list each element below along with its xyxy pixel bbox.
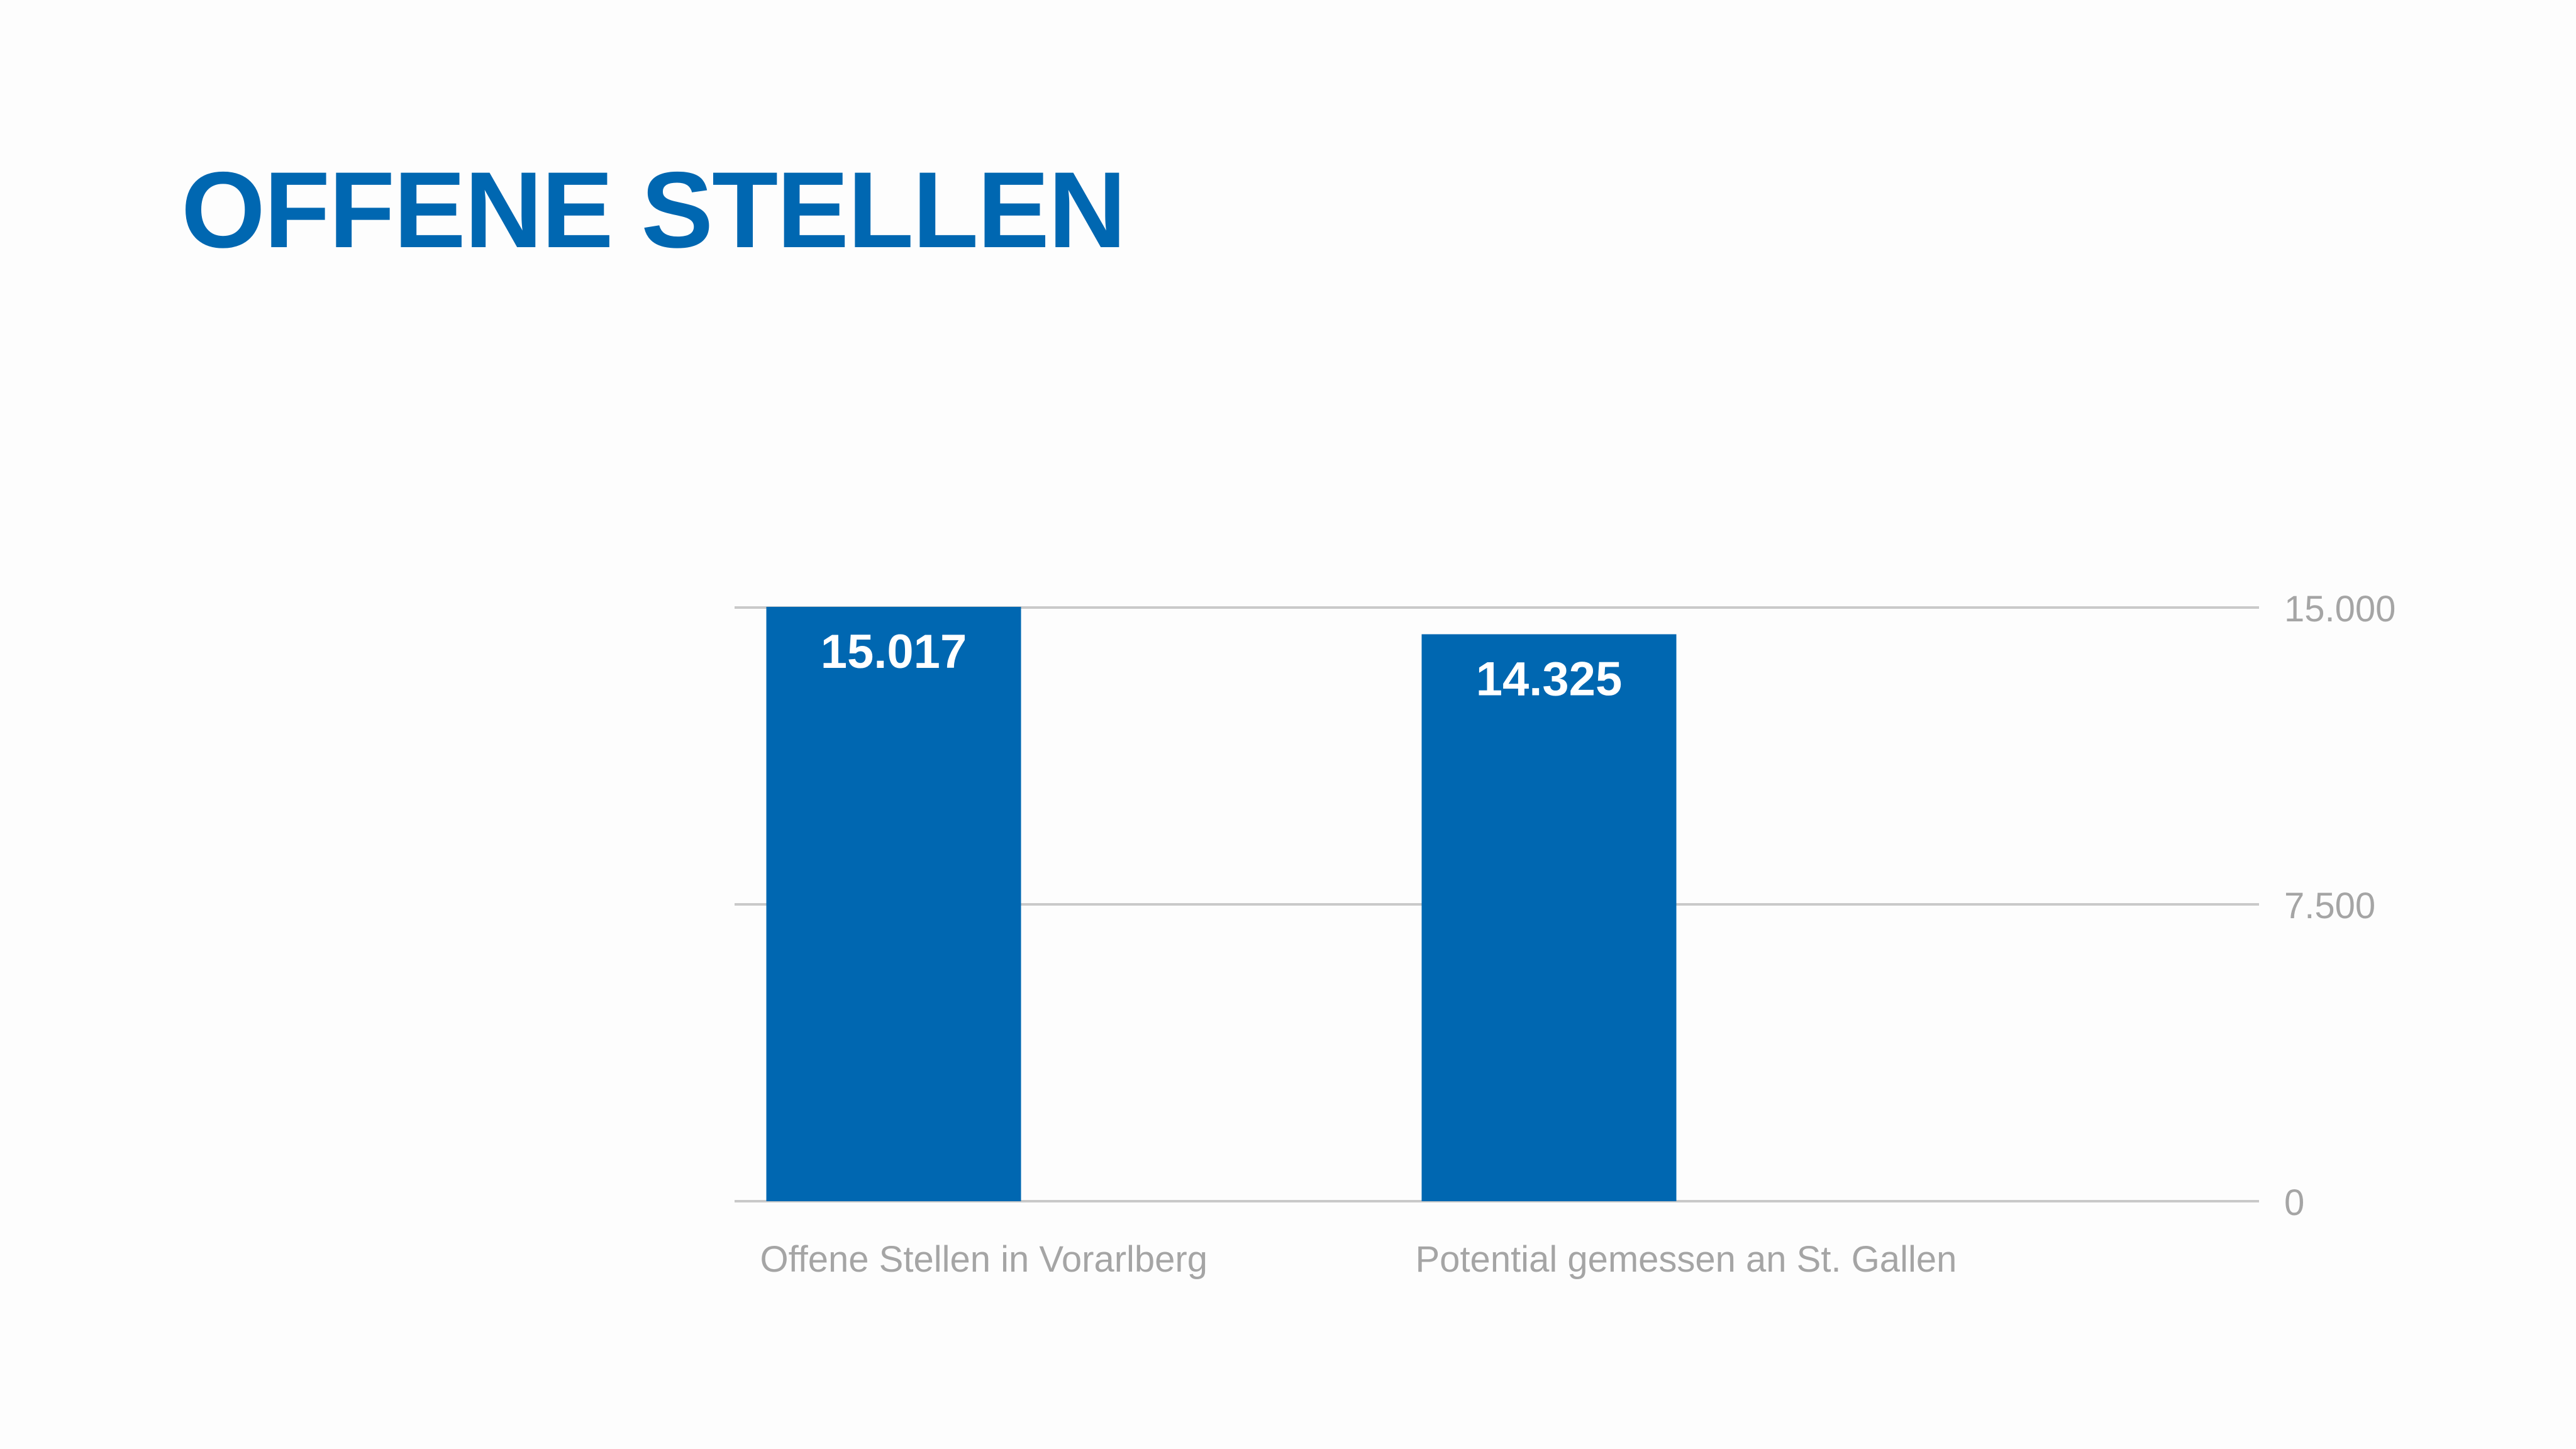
y-tick-label: 0 (2284, 1182, 2304, 1223)
bar (1421, 634, 1677, 1201)
bars (766, 606, 1677, 1201)
bar (766, 606, 1021, 1201)
bar-value-label: 15.017 (821, 625, 967, 679)
y-tick-label: 15.000 (2284, 589, 2396, 630)
x-category-label: Offene Stellen in Vorarlberg (760, 1239, 1208, 1280)
y-tick-label: 7.500 (2284, 886, 2375, 926)
slide-title: OFFENE STELLEN (181, 150, 1126, 270)
bar-value-label: 14.325 (1476, 652, 1622, 706)
x-category-label: Potential gemessen an St. Gallen (1416, 1239, 1957, 1280)
labels: 0 7.500 15.000 15.017 14.325 Offene Stellen i… (760, 589, 2396, 1280)
